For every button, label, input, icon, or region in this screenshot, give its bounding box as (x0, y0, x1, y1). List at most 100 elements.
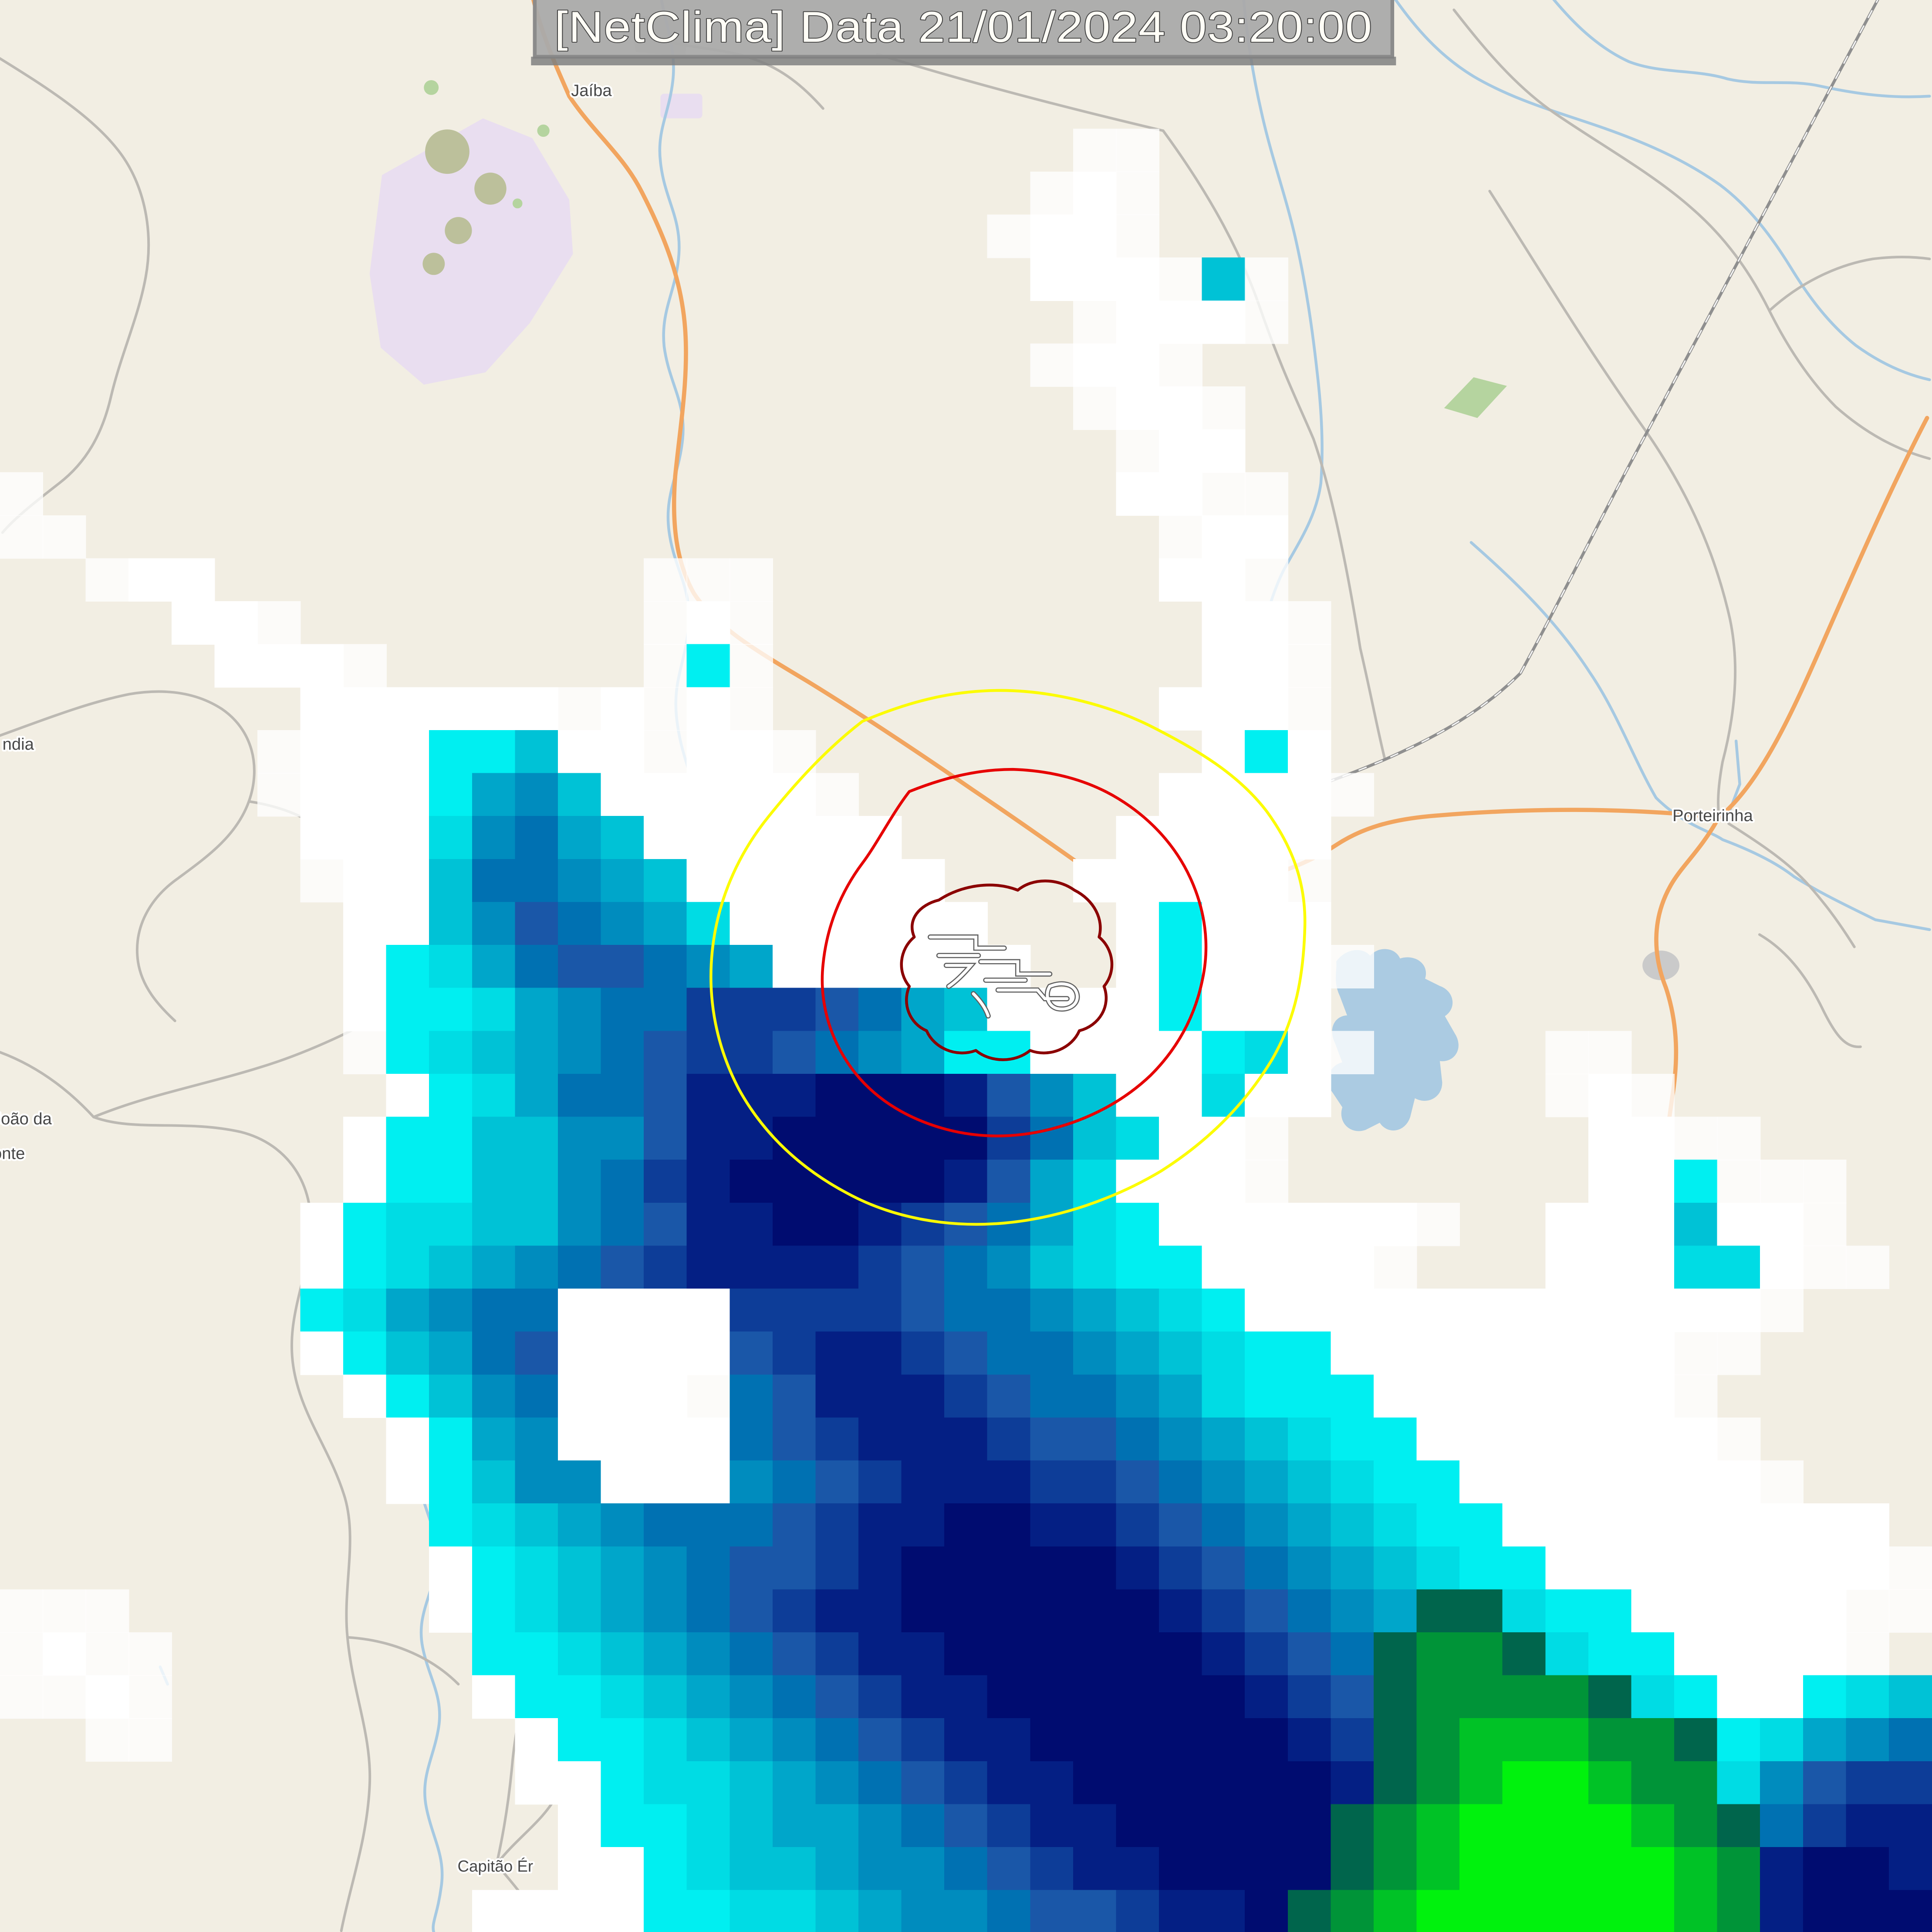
radar-cell (386, 859, 430, 903)
radar-cell (1674, 1546, 1718, 1590)
radar-cell (987, 988, 1031, 1032)
radar-cell (1760, 1675, 1804, 1719)
radar-cell (515, 988, 559, 1032)
radar-cell (1245, 816, 1288, 859)
radar-cell (1502, 1289, 1546, 1332)
radar-cell (944, 1417, 988, 1461)
radar-cell (1202, 1718, 1246, 1762)
radar-cell (1030, 1460, 1074, 1504)
radar-cell (386, 945, 430, 988)
radar-cell (1159, 257, 1202, 301)
radar-cell (1245, 1890, 1288, 1932)
radar-cell (1073, 386, 1117, 430)
radar-cell (730, 1245, 773, 1289)
radar-cell (472, 1503, 516, 1547)
radar-cell (1159, 1160, 1202, 1203)
radar-cell (1502, 1675, 1546, 1719)
radar-cell (1030, 1804, 1074, 1848)
radar-cell (1202, 1073, 1246, 1117)
radar-cell (1760, 1245, 1804, 1289)
radar-cell (1416, 1374, 1460, 1418)
radar-cell (557, 1073, 601, 1117)
radar-cell (730, 1417, 773, 1461)
radar-cell (472, 730, 516, 774)
facility-tracks-layer (928, 934, 1080, 1019)
radar-cell (1888, 1890, 1932, 1932)
radar-cell (1545, 1589, 1589, 1633)
radar-cell (944, 1890, 988, 1932)
radar-cell (1116, 1202, 1160, 1246)
radar-cell (730, 687, 773, 731)
radar-cell (257, 644, 301, 688)
radar-cell (1073, 859, 1117, 903)
radar-cell (386, 1460, 430, 1504)
radar-cell (772, 902, 816, 946)
radar-cell (730, 1546, 773, 1590)
radar-cell (901, 1374, 945, 1418)
radar-cell (772, 1804, 816, 1848)
radar-cell (858, 1460, 902, 1504)
radar-cell (1416, 1289, 1460, 1332)
radar-cell (772, 773, 816, 817)
radar-cell (601, 988, 645, 1032)
radar-cell (300, 816, 344, 859)
minor-road (1758, 933, 1862, 1048)
radar-cell (987, 1245, 1031, 1289)
radar-cell (1717, 1546, 1761, 1590)
radar-cell (1502, 1847, 1546, 1891)
radar-cell (1159, 988, 1202, 1032)
radar-cell (1116, 1546, 1160, 1590)
radar-cell (644, 558, 687, 602)
radar-cell (1331, 1804, 1375, 1848)
radar-cell (772, 1761, 816, 1805)
radar-cell (128, 1675, 172, 1719)
radar-cell (515, 1675, 559, 1719)
radar-cell (515, 1546, 559, 1590)
radar-cell (730, 773, 773, 817)
radar-cell (1073, 214, 1117, 258)
radar-cell (429, 687, 473, 731)
radar-cell (644, 945, 687, 988)
radar-cell (858, 1718, 902, 1762)
radar-cell (1245, 730, 1288, 774)
radar-cell (944, 1804, 988, 1848)
radar-cell (300, 773, 344, 817)
radar-cell (1073, 1073, 1117, 1117)
radar-cell (1245, 1245, 1288, 1289)
radar-cell (343, 902, 387, 946)
radar-cell (901, 1117, 945, 1161)
radar-cell (343, 1374, 387, 1418)
radar-cell (858, 1546, 902, 1590)
radar-cell (686, 730, 730, 774)
radar-cell (1287, 687, 1331, 731)
radar-cell (1588, 1761, 1632, 1805)
radar-cell (1631, 1503, 1675, 1547)
minor-road (876, 53, 1386, 761)
radar-cell (1073, 1632, 1117, 1676)
radar-cell (772, 1718, 816, 1762)
radar-cell (1202, 859, 1246, 903)
radar-cell (858, 1331, 902, 1375)
radar-cell (1373, 1417, 1417, 1461)
radar-cell (1416, 1589, 1460, 1633)
radar-cell (1331, 1632, 1375, 1676)
radar-cell (1116, 171, 1160, 215)
radar-cell (1287, 1374, 1331, 1418)
radar-cell (429, 1202, 473, 1246)
radar-cell (1331, 1675, 1375, 1719)
radar-cell (472, 1331, 516, 1375)
radar-cell (772, 1031, 816, 1075)
radar-cell (686, 1890, 730, 1932)
radar-cell (515, 1890, 559, 1932)
radar-cell (644, 601, 687, 645)
radar-cell (1888, 1589, 1932, 1633)
radar-cell (1287, 601, 1331, 645)
radar-cell (901, 1245, 945, 1289)
radar-cell (1245, 1589, 1288, 1633)
radar-cell (686, 773, 730, 817)
title-overlay: [NetClima] Data 21/01/2024 03:20:00 (531, 0, 1396, 66)
radar-cell (1073, 1374, 1117, 1418)
radar-cell (557, 1160, 601, 1203)
radar-cell (644, 1761, 687, 1805)
